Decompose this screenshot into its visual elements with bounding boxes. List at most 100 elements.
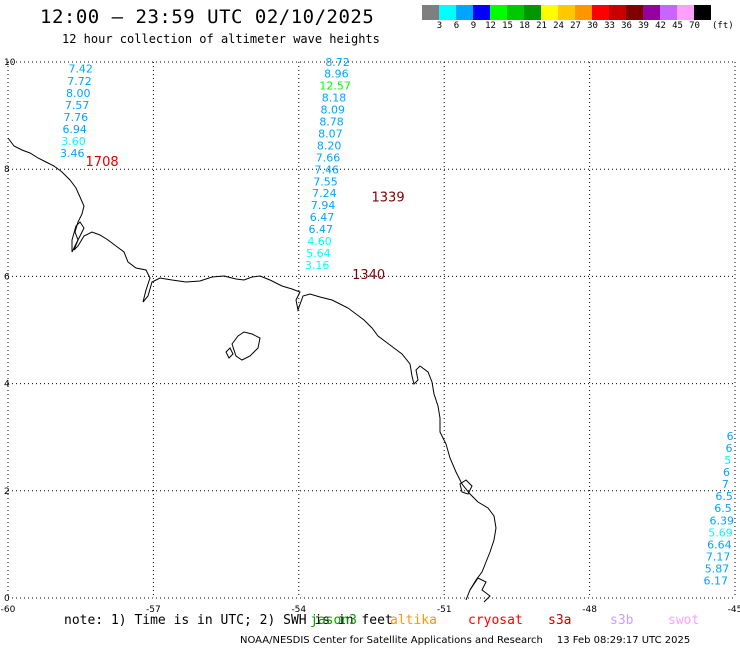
coastline [7, 137, 497, 603]
color-scale-label: 42 [655, 21, 666, 31]
x-tick-label: -60 [1, 605, 16, 615]
wave-height-value: 8.72 [325, 56, 350, 69]
wave-height-value: 8.18 [322, 92, 347, 105]
color-scale-swatch [439, 5, 456, 20]
satellite-legend-altika: altika [390, 613, 437, 628]
footer-credit-line: NOAA/NESDIS Center for Satellite Applica… [240, 635, 690, 646]
satellite-legend-s3b: s3b [610, 613, 634, 628]
color-scale-label: 33 [604, 21, 615, 31]
color-scale-label: 6 [453, 21, 460, 31]
wave-height-value: 8.07 [318, 127, 343, 140]
color-scale-label: 70 [689, 21, 700, 31]
wave-height-value: 7.66 [316, 151, 341, 164]
color-scale-swatch [558, 5, 575, 20]
wave-height-value: 5 [724, 454, 731, 467]
wave-height-value: 7.17 [706, 550, 731, 563]
wave-height-value: 8.20 [317, 139, 342, 152]
wave-height-value: 3.60 [61, 135, 86, 148]
color-scale-swatch [422, 5, 439, 20]
color-scale-label: 21 [536, 21, 547, 31]
color-scale-swatch [456, 5, 473, 20]
wave-height-value: 8.96 [324, 68, 349, 81]
track-id-label: 1340 [352, 268, 385, 283]
wave-height-value: 7.42 [68, 63, 93, 76]
color-scale-swatch [626, 5, 643, 20]
y-tick-label: 6 [4, 272, 10, 282]
color-scale-label: 9 [470, 21, 477, 31]
x-tick-label: -45 [728, 605, 740, 615]
wave-height-value: 8.78 [319, 116, 344, 129]
x-tick-label: -48 [582, 605, 597, 615]
wave-height-value: 5.87 [705, 563, 730, 576]
wave-height-value: 6.17 [704, 575, 729, 588]
wave-height-value: 12.57 [319, 80, 351, 93]
wave-height-value: 5.69 [708, 526, 733, 539]
island-small [225, 347, 234, 359]
color-scale-swatch [473, 5, 490, 20]
wave-height-value: 7.24 [312, 187, 337, 200]
coastline-delta-b [459, 479, 473, 495]
wave-height-value: 3.16 [305, 259, 330, 272]
y-tick-label: 2 [4, 487, 10, 497]
wave-height-value: 7 [722, 478, 729, 491]
wave-height-value: 8.09 [321, 104, 346, 117]
wave-height-value: 5.64 [306, 247, 331, 260]
wave-height-value: 6.47 [310, 211, 335, 224]
track-id-label: 1339 [372, 190, 405, 205]
wave-height-value: 6 [725, 442, 732, 455]
wave-height-value: 6.39 [710, 514, 735, 527]
color-scale-label: 36 [621, 21, 632, 31]
wave-height-value: 6 [723, 466, 730, 479]
satellite-legend-s3a: s3a [548, 613, 572, 628]
color-scale-swatch [575, 5, 592, 20]
satellite-legend-cryosat: cryosat [468, 613, 523, 628]
footer-timestamp: 13 Feb 08:29:17 UTC 2025 [556, 635, 691, 646]
wave-height-value: 6.5 [714, 502, 732, 515]
y-tick-label: 4 [4, 380, 10, 390]
color-scale-swatch [677, 5, 694, 20]
wave-height-value: 7.94 [311, 199, 336, 212]
y-tick-label: 0 [4, 594, 10, 604]
color-scale-label: 30 [587, 21, 598, 31]
track-id-label: 1708 [86, 155, 119, 170]
x-tick-label: -57 [146, 605, 161, 615]
axis-tick-labels: -60 -57 -54 -51 -48 -45 0 2 4 6 8 10 [1, 58, 740, 615]
altimeter-tracks: 7.427.728.007.577.766.943.603.46 8.728.96… [60, 56, 734, 588]
color-scale-swatch [643, 5, 660, 20]
coastline-delta-a [71, 221, 85, 253]
color-scale-swatch [507, 5, 524, 20]
footer-note: note: 1) Time is in UTC; 2) SWH is in fe… [64, 613, 393, 628]
wave-height-value: 6 [727, 430, 734, 443]
y-tick-label: 8 [4, 165, 10, 175]
wave-height-value: 6.94 [62, 123, 87, 136]
wave-height-value: 7.55 [313, 175, 338, 188]
chart-title: 12:00 – 23:59 UTC 02/10/2025 [40, 6, 375, 28]
footer-credit: NOAA/NESDIS Center for Satellite Applica… [240, 635, 543, 646]
coastline-inlet [469, 577, 491, 603]
wave-height-value: 7.76 [64, 111, 89, 124]
wave-height-value: 7.57 [65, 99, 90, 112]
x-tick-label: -51 [437, 605, 452, 615]
color-scale-label: 15 [502, 21, 513, 31]
wave-height-value: 4.60 [307, 235, 332, 248]
color-scale-swatch [524, 5, 541, 20]
island-marajo [231, 331, 261, 361]
color-scale-label: 12 [485, 21, 496, 31]
color-scale-swatch [694, 5, 711, 20]
color-scale-label: 39 [638, 21, 649, 31]
color-scale [422, 5, 711, 20]
color-scale-swatch [541, 5, 558, 20]
color-scale-swatch [660, 5, 677, 20]
wave-height-value: 7.46 [315, 163, 340, 176]
x-tick-label: -54 [291, 605, 306, 615]
wave-height-value: 6.47 [309, 223, 334, 236]
color-scale-swatch [592, 5, 609, 20]
wave-height-value: 8.00 [66, 87, 91, 100]
wave-height-value: 6.5 [715, 490, 733, 503]
color-scale-label: 3 [436, 21, 443, 31]
color-scale-unit: (ft) [712, 21, 734, 31]
track-id-labels: 1708 1339 1340 [86, 155, 405, 283]
color-scale-swatch [490, 5, 507, 20]
wave-height-value: 6.64 [707, 538, 732, 551]
